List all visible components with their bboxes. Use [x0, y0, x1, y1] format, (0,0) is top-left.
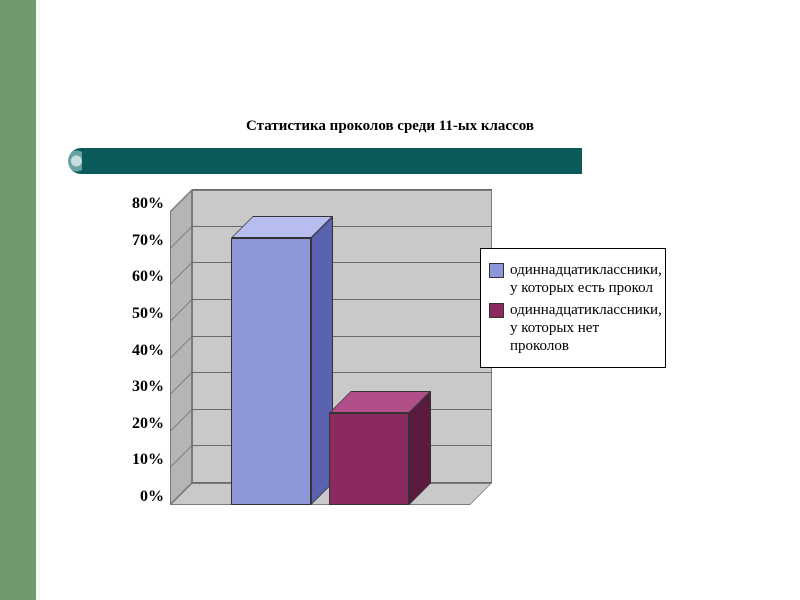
legend-swatch [489, 303, 504, 318]
accent-bar [82, 148, 582, 174]
y-tick: 30% [110, 378, 170, 396]
legend-item-without: одиннадцатиклассники, у которых нет прок… [489, 301, 655, 355]
slide: Статистика проколов среди 11-ых классов … [0, 0, 800, 600]
legend-label: одиннадцатиклассники, у которых нет прок… [510, 301, 655, 355]
gridline [192, 226, 492, 227]
y-tick: 40% [110, 342, 170, 360]
gridline [192, 189, 492, 190]
chart-plot-area: 0%10%20%30%40%50%60%70%80% [170, 190, 470, 505]
y-tick: 0% [110, 488, 170, 506]
legend-label: одиннадцатиклассники, у которых есть про… [510, 261, 655, 297]
y-tick: 70% [110, 232, 170, 250]
legend-item-with: одиннадцатиклассники, у которых есть про… [489, 261, 655, 297]
bar-with [231, 238, 311, 505]
y-tick: 80% [110, 195, 170, 213]
legend-swatch [489, 263, 504, 278]
bar-chart: 0%10%20%30%40%50%60%70%80% одиннадцатикл… [120, 190, 620, 525]
bar-without [329, 413, 409, 505]
legend: одиннадцатиклассники, у которых есть про… [480, 248, 666, 368]
y-tick: 20% [110, 415, 170, 433]
y-tick: 60% [110, 268, 170, 286]
y-tick: 50% [110, 305, 170, 323]
chart-title: Статистика проколов среди 11-ых классов [190, 118, 590, 135]
y-tick: 10% [110, 451, 170, 469]
